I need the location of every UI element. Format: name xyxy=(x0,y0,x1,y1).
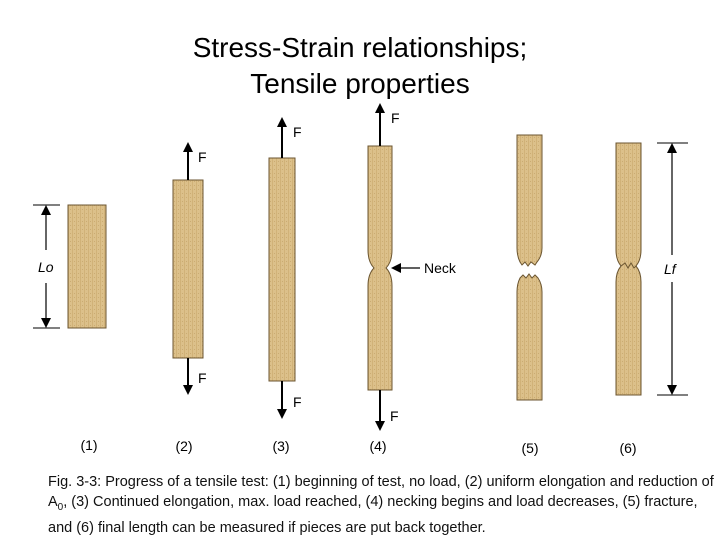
specimen-4-bar xyxy=(367,145,393,391)
specimen-3-bar xyxy=(268,157,296,382)
title-line-2: Tensile properties xyxy=(250,68,470,99)
final-length-dimension: Lf xyxy=(657,142,688,396)
caption-subscript: 0 xyxy=(57,501,64,513)
specimen-1-bar xyxy=(67,204,107,329)
force-label-4-top: F xyxy=(391,110,400,126)
stage-labels: (1) (2) (3) (4) (5) (6) xyxy=(80,437,636,456)
stage-label-4: (4) xyxy=(369,438,386,454)
force-label-4-bottom: F xyxy=(390,408,399,424)
specimen-5-upper-piece xyxy=(516,134,543,267)
original-length-dimension: Lo xyxy=(33,204,60,329)
original-length-label: Lo xyxy=(38,259,54,275)
caption-part-1: Fig. 3-3: Progress of a tensile test: (1… xyxy=(48,474,714,510)
specimen-1 xyxy=(67,204,107,329)
specimen-6-bar xyxy=(615,142,642,396)
specimen-5-lower-piece xyxy=(516,273,543,401)
force-label-2-top: F xyxy=(198,149,207,165)
specimen-5 xyxy=(516,134,543,401)
force-label-3-top: F xyxy=(293,124,302,140)
caption-part-2: , (3) Continued elongation, max. load re… xyxy=(48,494,698,536)
slide-title: Stress-Strain relationships; Tensile pro… xyxy=(0,30,720,102)
stage-label-1: (1) xyxy=(80,437,97,453)
specimen-2: F F xyxy=(172,142,207,395)
specimen-2-bar xyxy=(172,179,204,359)
specimen-6-fracture-line xyxy=(620,262,637,269)
tensile-test-figure: Lo F F F F F F Neck xyxy=(33,103,688,456)
figure-caption: Fig. 3-3: Progress of a tensile test: (1… xyxy=(48,472,714,538)
title-line-1: Stress-Strain relationships; xyxy=(192,32,528,63)
stage-label-2: (2) xyxy=(175,438,192,454)
final-length-label: Lf xyxy=(664,261,678,277)
force-label-3-bottom: F xyxy=(293,394,302,410)
specimen-3: F F xyxy=(268,117,302,419)
neck-label: Neck xyxy=(424,260,457,276)
stage-label-6: (6) xyxy=(619,440,636,456)
stage-label-5: (5) xyxy=(521,440,538,456)
specimen-6 xyxy=(615,142,642,396)
force-label-2-bottom: F xyxy=(198,370,207,386)
stage-label-3: (3) xyxy=(272,438,289,454)
specimen-4: F F Neck xyxy=(367,103,457,431)
